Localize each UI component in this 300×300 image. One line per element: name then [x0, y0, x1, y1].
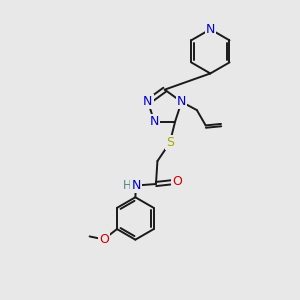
Text: O: O	[172, 175, 182, 188]
Text: N: N	[131, 179, 141, 192]
Text: S: S	[166, 136, 174, 149]
Text: N: N	[143, 95, 153, 108]
Text: H: H	[123, 179, 131, 192]
Text: O: O	[99, 233, 109, 246]
Text: N: N	[177, 95, 186, 108]
Text: N: N	[150, 115, 159, 128]
Text: N: N	[206, 23, 215, 36]
